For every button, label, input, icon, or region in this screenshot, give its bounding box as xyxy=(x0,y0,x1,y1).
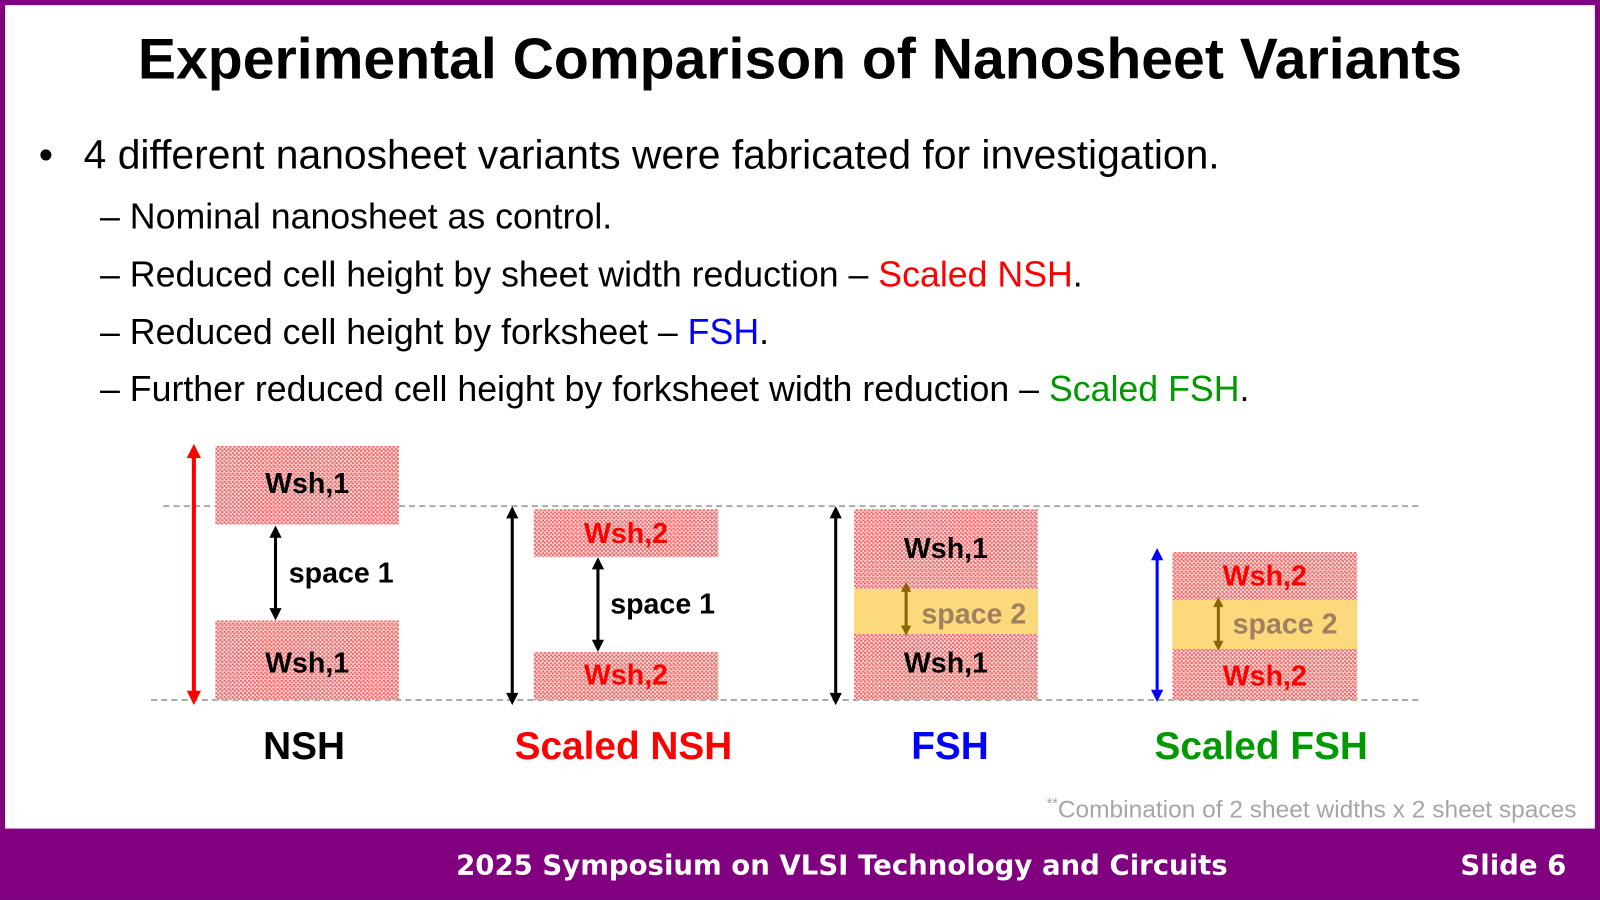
dash-marker: – xyxy=(99,312,130,353)
dash-marker: – xyxy=(99,255,130,295)
slide-title: Experimental Comparison of Nanosheet Var… xyxy=(137,26,1463,91)
sub-item: – Nominal nanosheet as control. xyxy=(100,196,612,239)
sub-item: – Reduced cell height by forksheet – FSH… xyxy=(100,311,769,354)
sub-item-text: Reduced cell height by forksheet – xyxy=(129,312,688,353)
scaled-fsh-bottom-label: Wsh,2 xyxy=(1222,660,1307,692)
scaled-nsh-height-arrow-icon xyxy=(506,506,519,706)
top-reference-line xyxy=(163,505,1419,508)
sub-item-text: Nominal nanosheet as control. xyxy=(129,196,613,237)
footer-conference: 2025 Symposium on VLSI Technology and Ci… xyxy=(456,849,1228,882)
fsh-top-label: Wsh,1 xyxy=(903,532,988,565)
sub-item: – Reduced cell height by sheet width red… xyxy=(100,254,1083,297)
fsh-dielectric-wall xyxy=(854,588,1038,634)
scaled-nsh-top-sheet xyxy=(533,509,719,558)
scaled-fsh-caption: Scaled FSH xyxy=(1154,725,1368,769)
fsh-height-arrow-icon xyxy=(829,506,842,706)
nsh-top-label: Wsh,1 xyxy=(265,467,350,499)
nsh-space-arrow-icon xyxy=(269,525,282,621)
nsh-top-sheet xyxy=(215,445,399,525)
scaled-fsh-space-label: space 2 xyxy=(1232,608,1338,640)
scaled-fsh-height-arrow-icon xyxy=(1151,547,1164,703)
sub-item-highlight: FSH xyxy=(687,312,760,353)
bottom-reference-line xyxy=(151,698,1419,702)
sub-item-highlight: Scaled FSH xyxy=(1048,369,1240,410)
nsh-space-label: space 1 xyxy=(288,557,394,589)
bullet-main: 4 different nanosheet variants were fabr… xyxy=(83,132,1220,178)
sub-item-text: Reduced cell height by sheet width reduc… xyxy=(129,255,879,295)
fsh-space-label: space 2 xyxy=(921,597,1027,630)
footnote: **Combination of 2 sheet widths x 2 shee… xyxy=(1047,788,1577,826)
dash-marker: – xyxy=(99,196,130,237)
scaled-nsh-bottom-sheet xyxy=(533,652,719,700)
footer-slide-number: Slide 6 xyxy=(1460,849,1567,882)
scaled-nsh-bottom-label: Wsh,2 xyxy=(583,659,669,691)
scaled-fsh-top-label: Wsh,2 xyxy=(1222,560,1307,592)
scaled-nsh-space-label: space 1 xyxy=(610,587,716,620)
fsh-space-arrow-icon xyxy=(901,581,912,636)
nsh-bottom-sheet xyxy=(215,620,399,700)
sub-item-period: . xyxy=(759,312,770,353)
sub-item-highlight: Scaled NSH xyxy=(878,255,1073,295)
slide-body xyxy=(5,5,1595,829)
scaled-nsh-space-arrow-icon xyxy=(591,557,605,653)
scaled-nsh-top-label: Wsh,2 xyxy=(583,517,669,549)
fsh-bottom-label: Wsh,1 xyxy=(903,646,988,679)
sub-item-text: Further reduced cell height by forksheet… xyxy=(129,369,1049,410)
sub-item-period: . xyxy=(1072,255,1083,295)
footnote-mark: ** xyxy=(1046,794,1058,812)
nsh-caption: NSH xyxy=(263,725,346,769)
sub-item: – Further reduced cell height by forkshe… xyxy=(100,368,1249,411)
bullet-marker: • xyxy=(38,132,54,178)
scaled-fsh-dielectric-wall xyxy=(1172,599,1358,649)
sub-item-period: . xyxy=(1239,369,1250,410)
footnote-text: Combination of 2 sheet widths x 2 sheet … xyxy=(1057,795,1577,824)
nsh-bottom-label: Wsh,1 xyxy=(265,646,350,679)
scaled-nsh-caption: Scaled NSH xyxy=(514,725,733,769)
scaled-fsh-space-arrow-icon xyxy=(1213,596,1224,652)
dash-marker: – xyxy=(99,369,130,410)
nsh-height-arrow-icon xyxy=(186,443,202,706)
fsh-caption: FSH xyxy=(911,725,989,769)
